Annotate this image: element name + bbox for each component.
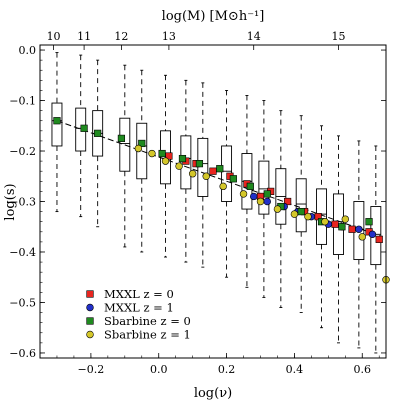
data-point — [161, 157, 170, 165]
data-point — [250, 192, 258, 201]
data-point — [358, 233, 366, 241]
box-17 — [370, 145, 382, 354]
y-tick-label: −0.4 — [9, 246, 36, 259]
data-point — [290, 210, 299, 218]
box-13 — [295, 115, 307, 314]
box-body — [51, 102, 63, 147]
data-point — [138, 139, 146, 148]
box-8 — [197, 82, 209, 268]
data-point — [284, 197, 292, 206]
data-point — [263, 190, 271, 198]
data-point — [195, 160, 204, 168]
legend-label: MXXL z = 0 — [104, 287, 174, 301]
data-point — [53, 117, 61, 125]
x-tick-label: 0.0 — [150, 363, 168, 376]
data-point — [273, 205, 282, 213]
series-3 — [53, 117, 373, 231]
box-body — [119, 117, 131, 172]
legend-label: MXXL z = 1 — [104, 301, 174, 315]
data-point — [375, 235, 383, 243]
top-tick-label: 12 — [114, 30, 128, 43]
data-point — [175, 162, 183, 170]
data-point — [229, 175, 237, 183]
axes-layer: −0.2 0.0 0.2 0.4 0.6 0.0 −0.1 −0.2 −0.3 −0.4 −0.5 −… — [9, 30, 386, 376]
data-point — [80, 124, 88, 132]
box-3 — [92, 59, 104, 228]
data-point — [256, 197, 265, 206]
data-point — [94, 129, 102, 137]
legend-label: Sbarbine z = 0 — [104, 314, 191, 328]
top-tick-label: 13 — [162, 30, 176, 43]
box-12 — [275, 110, 287, 308]
x-axis-title: log(ν) — [194, 386, 232, 401]
box-15 — [333, 135, 344, 344]
data-point — [158, 149, 166, 158]
data-point — [331, 220, 339, 228]
box-body — [295, 178, 307, 233]
y-axis-title: log(s) — [3, 183, 18, 220]
y-tick-label: −0.5 — [9, 296, 36, 309]
data-point — [219, 182, 227, 191]
top-axis-title: log(M) [M⊙h⁻¹] — [162, 9, 265, 24]
data-point — [341, 215, 349, 223]
box-11 — [258, 100, 270, 298]
y-tick-label: −0.1 — [9, 95, 36, 108]
box-body — [258, 160, 270, 215]
box-16 — [353, 140, 365, 349]
boxes-layer — [51, 52, 382, 354]
data-point — [148, 149, 156, 158]
data-point — [188, 170, 197, 178]
data-point — [348, 225, 356, 233]
data-point — [263, 197, 271, 206]
legend-marker — [86, 303, 94, 312]
data-point — [368, 230, 377, 239]
y-tick-label: −0.6 — [9, 347, 36, 360]
box-6 — [160, 74, 171, 258]
box-1 — [51, 52, 63, 213]
data-point — [202, 172, 210, 180]
box-7 — [180, 79, 192, 263]
legend-marker — [86, 290, 94, 298]
legend-marker — [86, 330, 94, 339]
legend-label: Sbarbine z = 1 — [104, 328, 191, 342]
x-tick-label: 0.4 — [286, 363, 304, 376]
legend-marker — [86, 317, 94, 325]
data-point — [338, 223, 346, 231]
y-tick-label: 0.0 — [19, 44, 37, 57]
y-tick-label: −0.2 — [9, 145, 36, 158]
box-2 — [75, 54, 87, 218]
series-4 — [134, 144, 390, 284]
top-tick-label: 10 — [47, 30, 61, 43]
data-point — [321, 217, 329, 226]
data-point — [246, 182, 254, 190]
data-point — [178, 154, 187, 163]
data-point — [297, 207, 305, 216]
data-point — [117, 134, 126, 142]
box-5 — [136, 69, 148, 253]
data-point — [216, 165, 224, 173]
box-body — [197, 137, 209, 197]
box-4 — [119, 64, 131, 248]
box-14 — [316, 125, 327, 329]
data-point — [239, 190, 248, 198]
data-point — [209, 167, 217, 175]
data-point — [365, 218, 373, 226]
top-tick-label: 15 — [332, 30, 346, 43]
data-point — [304, 212, 312, 221]
points-layer — [53, 117, 390, 284]
y-tick-label: −0.3 — [9, 196, 36, 209]
top-tick-label: 11 — [77, 30, 91, 43]
fit-layer — [56, 120, 383, 238]
x-tick-label: 0.6 — [354, 363, 372, 376]
fit-line — [56, 120, 383, 238]
x-tick-label: 0.2 — [218, 363, 236, 376]
data-point — [134, 144, 143, 153]
data-point — [355, 225, 363, 233]
top-tick-label: 14 — [247, 30, 261, 43]
x-tick-label: −0.2 — [78, 363, 105, 376]
